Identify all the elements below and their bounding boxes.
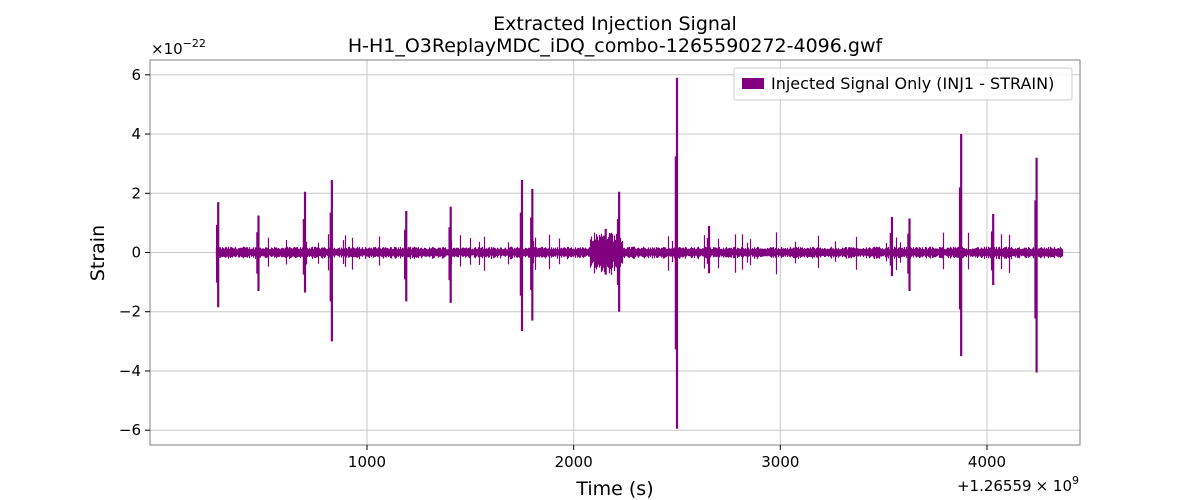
x-offset-base: × 10 <box>1036 477 1072 495</box>
x-offset-label: +1.26559 × 109 <box>957 474 1079 495</box>
series-injected-signal <box>215 77 1064 429</box>
chart-title: Extracted Injection Signal <box>493 13 737 35</box>
y-tick-label: −6 <box>119 421 141 439</box>
legend-box <box>733 67 1073 101</box>
y-tick-label: 0 <box>131 244 141 262</box>
x-axis-ticks: 1000 2000 3000 4000 <box>348 445 1006 471</box>
grid <box>150 60 1080 445</box>
legend-label: Injected Signal Only (INJ1 - STRAIN) <box>771 74 1054 93</box>
y-scale-base: ×10 <box>151 40 183 58</box>
x-tick-label: 4000 <box>968 453 1006 471</box>
y-axis-ticks: −6 −4 −2 0 2 4 6 <box>119 66 150 439</box>
y-scale-multiplier: ×10−22 <box>151 37 206 58</box>
legend: Injected Signal Only (INJ1 - STRAIN) <box>733 67 1073 101</box>
y-tick-label: 4 <box>131 125 141 143</box>
x-offset-value: +1.26559 <box>957 477 1032 495</box>
y-scale-exponent: −22 <box>183 37 206 50</box>
y-tick-label: −2 <box>119 303 141 321</box>
x-offset-exponent: 9 <box>1072 474 1079 487</box>
legend-swatch <box>742 78 764 89</box>
x-axis-label: Time (s) <box>575 478 653 500</box>
x-tick-label: 1000 <box>348 453 386 471</box>
y-tick-label: 2 <box>131 184 141 202</box>
chart-subtitle: H-H1_O3ReplayMDC_iDQ_combo-1265590272-40… <box>348 35 884 57</box>
x-tick-label: 2000 <box>555 453 593 471</box>
y-axis-label: Strain <box>87 225 109 281</box>
y-tick-label: −4 <box>119 362 141 380</box>
x-tick-label: 3000 <box>761 453 799 471</box>
y-tick-label: 6 <box>131 66 141 84</box>
